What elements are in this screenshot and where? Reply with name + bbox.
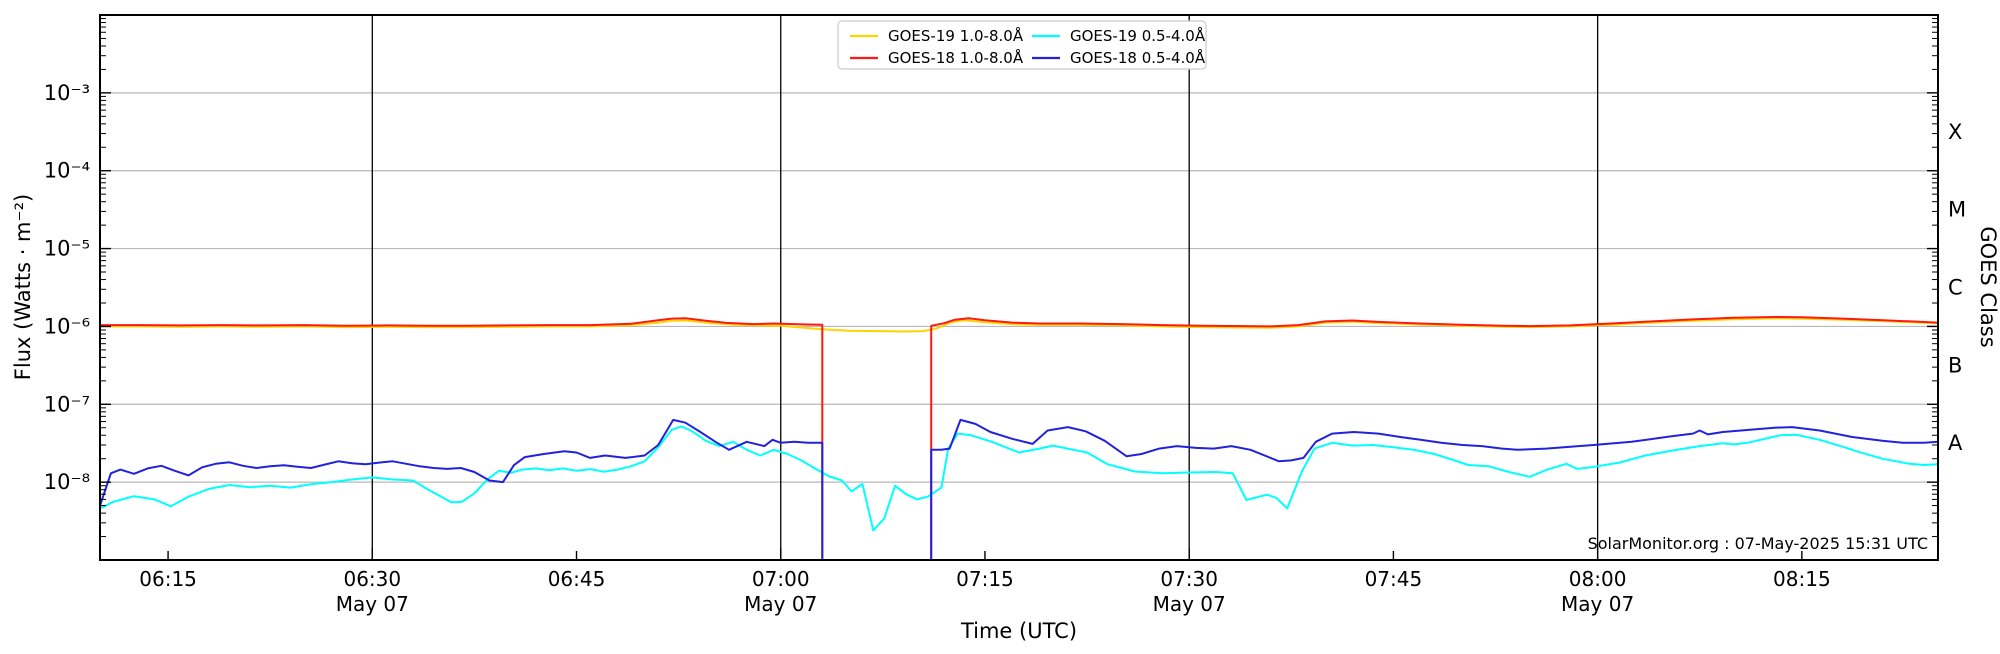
x-tick-label: 07:00 xyxy=(752,567,810,591)
flux-series-line xyxy=(930,316,1939,560)
legend-label: GOES-19 0.5-4.0Å xyxy=(1070,26,1206,45)
x-tick-date-label: May 07 xyxy=(1561,592,1634,616)
legend-frame xyxy=(837,20,1207,70)
vertical-gridlines xyxy=(371,15,1599,560)
x-tick-date-label: May 07 xyxy=(1153,592,1226,616)
x-tick-date-label: May 07 xyxy=(744,592,817,616)
legend: GOES-19 1.0-8.0Å GOES-18 1.0-8.0Å GOES-19 … xyxy=(837,20,1207,70)
y-axis-label: Flux (Watts · m⁻²) xyxy=(11,194,35,380)
x-tick-label: 08:15 xyxy=(1773,567,1831,591)
legend-label: GOES-18 0.5-4.0Å xyxy=(1070,48,1206,67)
axis-ticks xyxy=(100,18,1938,560)
goes-class-letter: X xyxy=(1948,120,1962,144)
legend-label: GOES-18 1.0-8.0Å xyxy=(888,48,1024,67)
watermark-annotation: SolarMonitor.org : 07-May-2025 15:31 UTC xyxy=(1588,534,1928,553)
plot-border xyxy=(99,14,1939,561)
y-tick-label: 10⁻⁷ xyxy=(44,392,90,416)
y-tick-label: 10⁻⁴ xyxy=(44,159,90,183)
goes-class-letter: C xyxy=(1948,276,1963,300)
goes-class-letters: X M C B A xyxy=(1948,120,1966,455)
flux-series-line xyxy=(99,317,1939,333)
legend-label: GOES-19 1.0-8.0Å xyxy=(888,26,1024,45)
x-axis-label: Time (UTC) xyxy=(960,619,1077,643)
x-tick-label: 07:45 xyxy=(1365,567,1423,591)
horizontal-gridlines xyxy=(100,92,1938,483)
x-tick-label: 06:15 xyxy=(139,567,197,591)
x-tick-label: 06:45 xyxy=(548,567,606,591)
y-tick-label: 10⁻⁸ xyxy=(44,470,90,494)
goes-class-letter: A xyxy=(1948,431,1963,455)
x-tick-label: 06:30 xyxy=(343,567,401,591)
x-tick-date-label: May 07 xyxy=(336,592,409,616)
y-tick-label: 10⁻⁶ xyxy=(44,314,90,338)
flux-series-line xyxy=(99,418,824,560)
goes-class-letter: M xyxy=(1948,198,1966,222)
goes-class-letter: B xyxy=(1948,353,1962,377)
x-tick-label: 07:15 xyxy=(956,567,1014,591)
flux-series-line xyxy=(930,418,1939,560)
x-tick-label: 07:30 xyxy=(1160,567,1218,591)
right-axis-label: GOES Class xyxy=(1976,226,2000,347)
x-tick-label: 08:00 xyxy=(1569,567,1627,591)
flux-series-line xyxy=(99,425,1939,532)
y-tick-label: 10⁻³ xyxy=(44,81,90,105)
y-tick-label: 10⁻⁵ xyxy=(44,237,90,261)
flux-series-group xyxy=(99,316,1939,560)
y-tick-labels: 10⁻³ 10⁻⁴ 10⁻⁵ 10⁻⁶ 10⁻⁷ 10⁻⁸ xyxy=(44,81,90,494)
flux-series-line xyxy=(99,317,824,560)
